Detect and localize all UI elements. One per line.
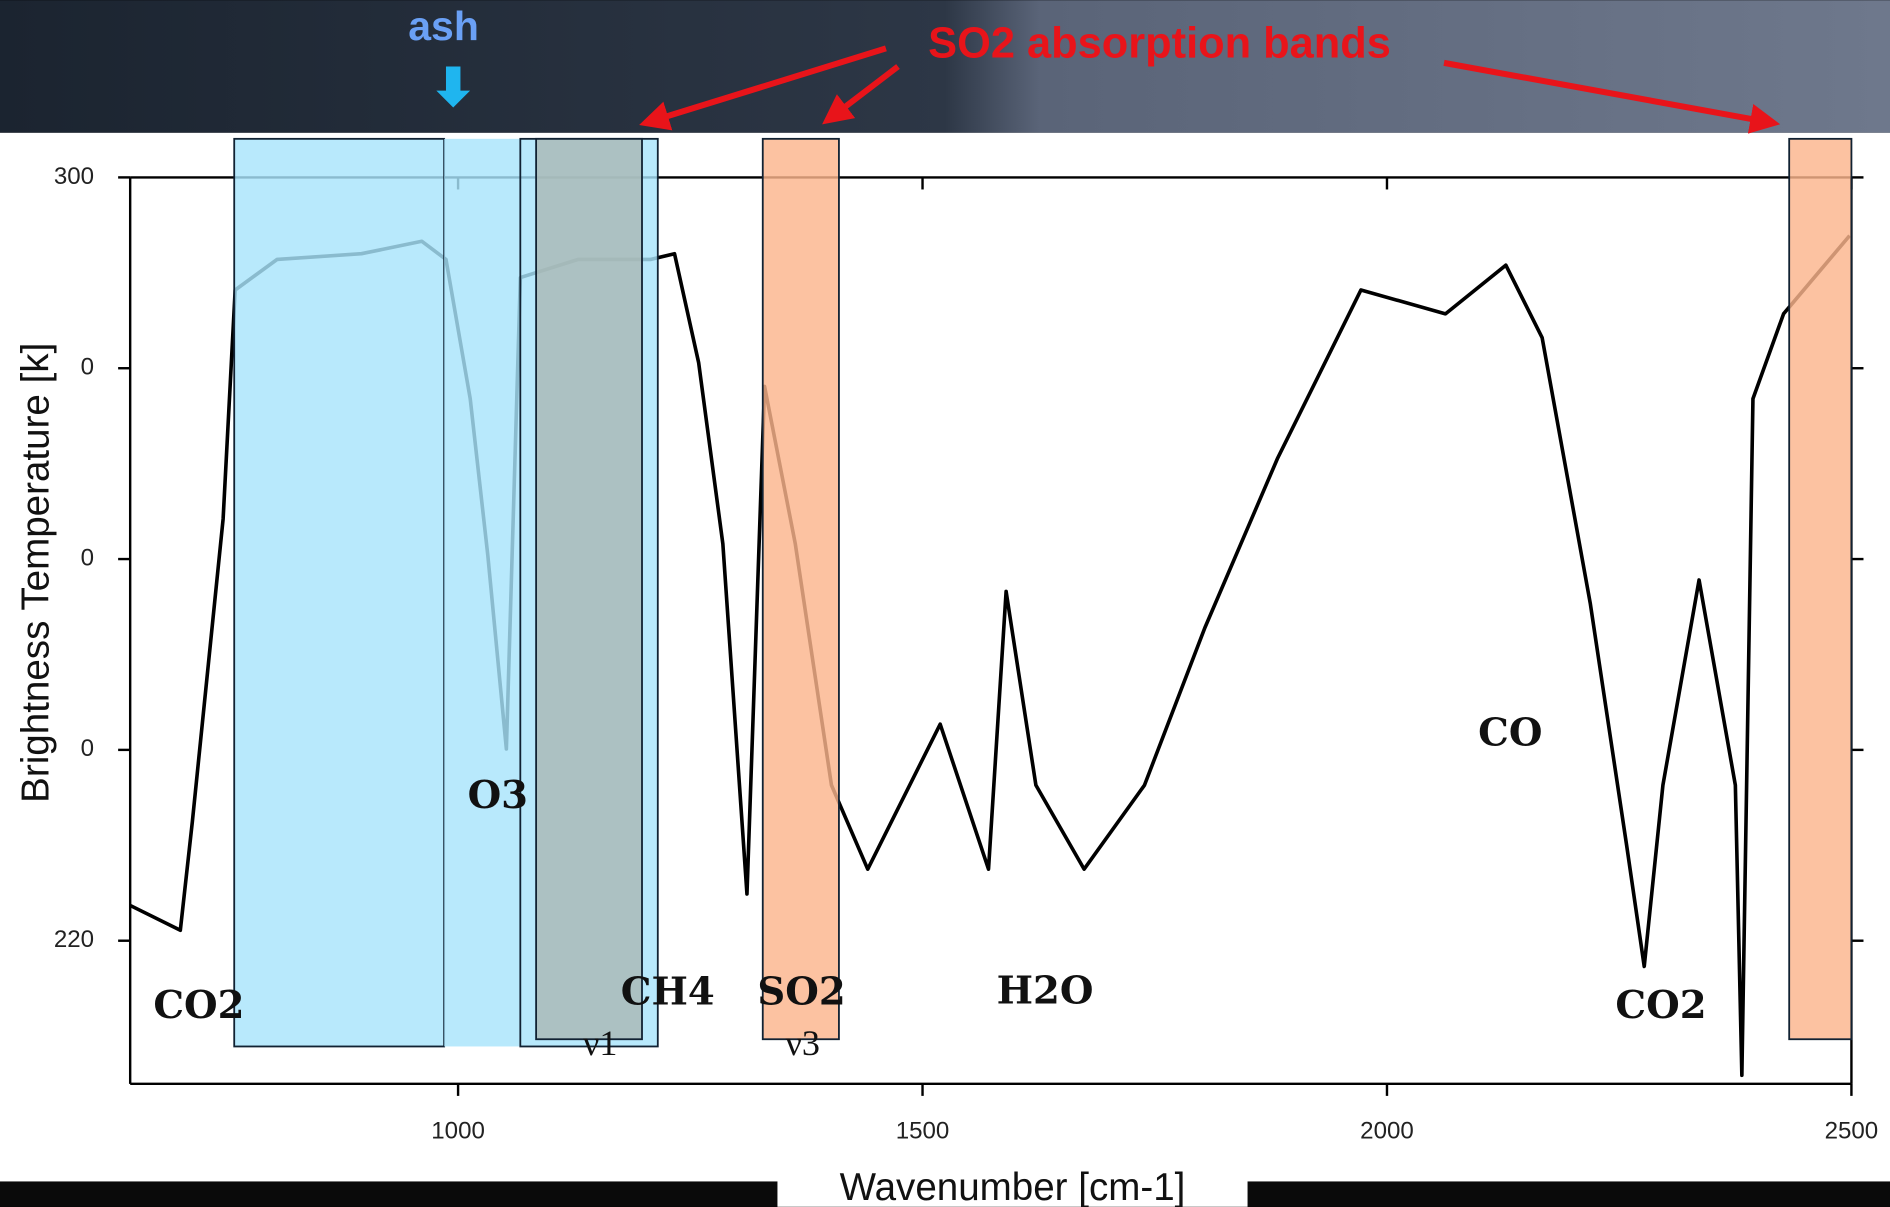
- y-tick-label: 220: [54, 926, 94, 953]
- x-tick-label: 1000: [431, 1117, 485, 1144]
- y-tick-label: 0: [81, 354, 94, 381]
- annotation: ν3: [786, 1023, 820, 1063]
- y-tick-label: 0: [81, 544, 94, 571]
- annotation: CO2: [1615, 983, 1706, 1028]
- chart-title: SO2 absorption bands: [928, 19, 1391, 67]
- x-tick-label: 2000: [1360, 1117, 1414, 1144]
- header-background: [0, 0, 1890, 133]
- absorption-band: [761, 137, 840, 1041]
- title-arrows: [639, 45, 1781, 134]
- ash-label: ash: [408, 3, 479, 49]
- x-tick-label: 2500: [1825, 1117, 1879, 1144]
- x-tick-label: 1500: [896, 1117, 950, 1144]
- absorption-band: [444, 138, 521, 1047]
- annotation: O3: [468, 773, 528, 818]
- ash-arrow: [436, 66, 471, 108]
- annotation: SO2: [757, 970, 845, 1015]
- annotation: CO2: [153, 983, 244, 1028]
- y-tick-label: 300: [54, 163, 94, 190]
- annotation: ν1: [583, 1023, 617, 1063]
- absorption-band: [535, 137, 643, 1041]
- annotation: CH4: [621, 970, 715, 1015]
- annotation: CO: [1478, 710, 1542, 755]
- x-label-background: [777, 1163, 1248, 1207]
- y-axis-title: Brightness Temperature [k]: [15, 343, 58, 803]
- annotation: H2O: [997, 968, 1094, 1013]
- y-tick-label: 0: [81, 735, 94, 762]
- x-axis-title: Wavenumber [cm-1]: [840, 1166, 1186, 1207]
- absorption-band: [233, 137, 446, 1048]
- absorption-band: [1788, 137, 1853, 1041]
